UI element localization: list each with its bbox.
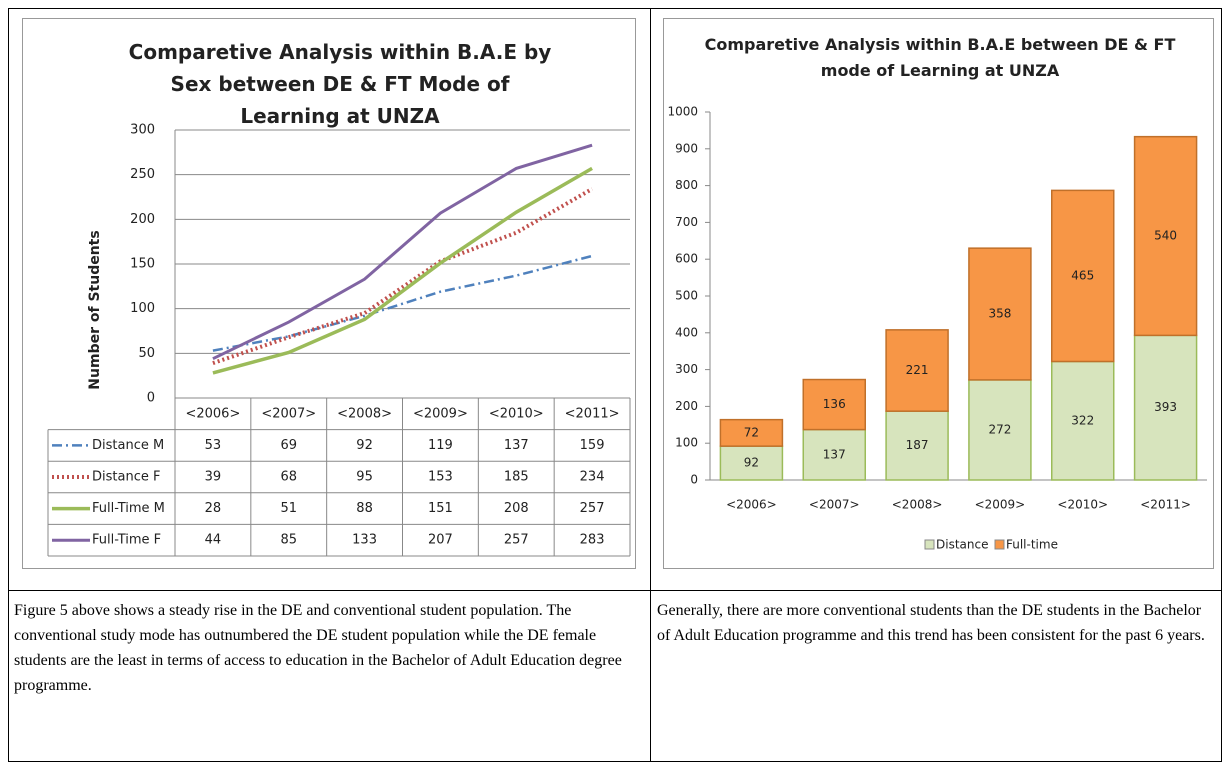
y-tick-label: 400 — [675, 325, 698, 339]
y-tick-label: 900 — [675, 141, 698, 155]
table-value: 51 — [280, 501, 297, 516]
table-value: 283 — [580, 533, 605, 548]
y-tick-label: 200 — [130, 212, 155, 227]
table-value: 69 — [280, 438, 297, 453]
value-label: 137 — [823, 447, 846, 461]
chart-frame — [22, 18, 636, 569]
y-tick-label: 500 — [675, 289, 698, 303]
x-tick-label: <2007> — [809, 498, 860, 512]
caption: Generally, there are more conventional s… — [657, 602, 1205, 644]
value-label: 221 — [906, 363, 929, 377]
y-tick-label: 600 — [675, 252, 698, 266]
value-label: 358 — [988, 307, 1011, 321]
bar-segment — [968, 247, 1032, 381]
legend-swatch — [994, 539, 1005, 550]
legend-label: Full-Time F — [92, 533, 161, 548]
series-line — [212, 187, 594, 366]
bar-segment — [885, 329, 949, 412]
outer-border — [8, 8, 1222, 762]
legend-label: Full-time — [1006, 538, 1058, 552]
series-line — [212, 143, 593, 361]
series-line — [212, 166, 593, 375]
y-tick-label: 1000 — [667, 105, 698, 119]
y-tick-label: 800 — [675, 178, 698, 192]
value-label: 272 — [988, 422, 1011, 436]
y-tick-label: 200 — [675, 399, 698, 413]
x-tick-label: <2006> — [726, 498, 777, 512]
x-tick-label: <2008> — [892, 498, 943, 512]
table-value: 53 — [205, 438, 222, 453]
x-tick-label: <2011> — [1140, 498, 1191, 512]
bar-segment — [719, 445, 784, 481]
table-value: 137 — [504, 438, 529, 453]
table-value: 39 — [205, 470, 222, 485]
value-label: 393 — [1154, 400, 1177, 414]
bar-segment — [1133, 334, 1198, 481]
y-tick-label: 100 — [675, 436, 698, 450]
chart-title: Comparetive Analysis within B.A.E betwee… — [704, 35, 1176, 80]
table-value: 95 — [356, 470, 373, 485]
value-label: 187 — [906, 438, 929, 452]
y-tick-label: 300 — [675, 362, 698, 376]
x-tick-label: <2009> — [975, 498, 1026, 512]
y-tick-label: 250 — [130, 167, 155, 182]
table-value: 207 — [428, 533, 453, 548]
bar-segment — [968, 379, 1032, 481]
x-tick-label: <2010> — [1057, 498, 1108, 512]
value-label: 136 — [823, 397, 846, 411]
x-tick-label: <2007> — [261, 406, 316, 421]
y-tick-label: 0 — [147, 391, 155, 406]
table-value: 185 — [504, 470, 529, 485]
y-axis-label: Number of Students — [87, 230, 103, 389]
bar-segment — [1051, 189, 1115, 363]
table-value: 234 — [580, 470, 605, 485]
value-label: 72 — [744, 425, 759, 439]
table-value: 153 — [428, 470, 453, 485]
value-label: 322 — [1071, 413, 1094, 427]
table-value: 85 — [280, 533, 297, 548]
table-value: 119 — [428, 438, 453, 453]
series-line — [212, 254, 593, 352]
x-tick-label: <2009> — [413, 406, 468, 421]
legend-swatch — [924, 539, 935, 550]
table-value: 151 — [428, 501, 453, 516]
y-tick-label: 100 — [130, 301, 155, 316]
bar-segment — [1133, 135, 1198, 337]
x-tick-label: <2011> — [565, 406, 620, 421]
value-label: 92 — [744, 456, 759, 470]
table-value: 88 — [356, 501, 373, 516]
bar-segment — [1051, 360, 1115, 481]
y-tick-label: 0 — [690, 473, 698, 487]
table-value: 28 — [205, 501, 222, 516]
table-value: 257 — [504, 533, 529, 548]
x-tick-label: <2008> — [337, 406, 392, 421]
y-tick-label: 700 — [675, 215, 698, 229]
legend-label: Distance F — [92, 470, 160, 485]
legend-label: Distance M — [92, 438, 164, 453]
value-label: 540 — [1154, 229, 1177, 243]
y-tick-label: 150 — [130, 257, 155, 272]
y-tick-label: 50 — [138, 346, 155, 361]
bar-segment — [885, 410, 949, 481]
chart-frame — [663, 18, 1214, 569]
bar-segment — [719, 418, 784, 447]
table-value: 159 — [580, 438, 605, 453]
x-tick-label: <2010> — [489, 406, 544, 421]
caption: Figure 5 above shows a steady rise in th… — [14, 602, 622, 694]
legend-label: Distance — [936, 538, 988, 552]
bar-segment — [802, 378, 866, 431]
x-tick-label: <2006> — [185, 406, 240, 421]
value-label: 465 — [1071, 268, 1094, 282]
table-value: 44 — [205, 533, 222, 548]
table-value: 133 — [352, 533, 377, 548]
table-value: 208 — [504, 501, 529, 516]
legend-label: Full-Time M — [92, 501, 165, 516]
table-value: 92 — [356, 438, 373, 453]
y-tick-label: 300 — [130, 123, 155, 138]
table-value: 68 — [280, 470, 297, 485]
chart-title: Comparetive Analysis within B.A.E by Sex… — [128, 40, 552, 128]
table-value: 257 — [580, 501, 605, 516]
